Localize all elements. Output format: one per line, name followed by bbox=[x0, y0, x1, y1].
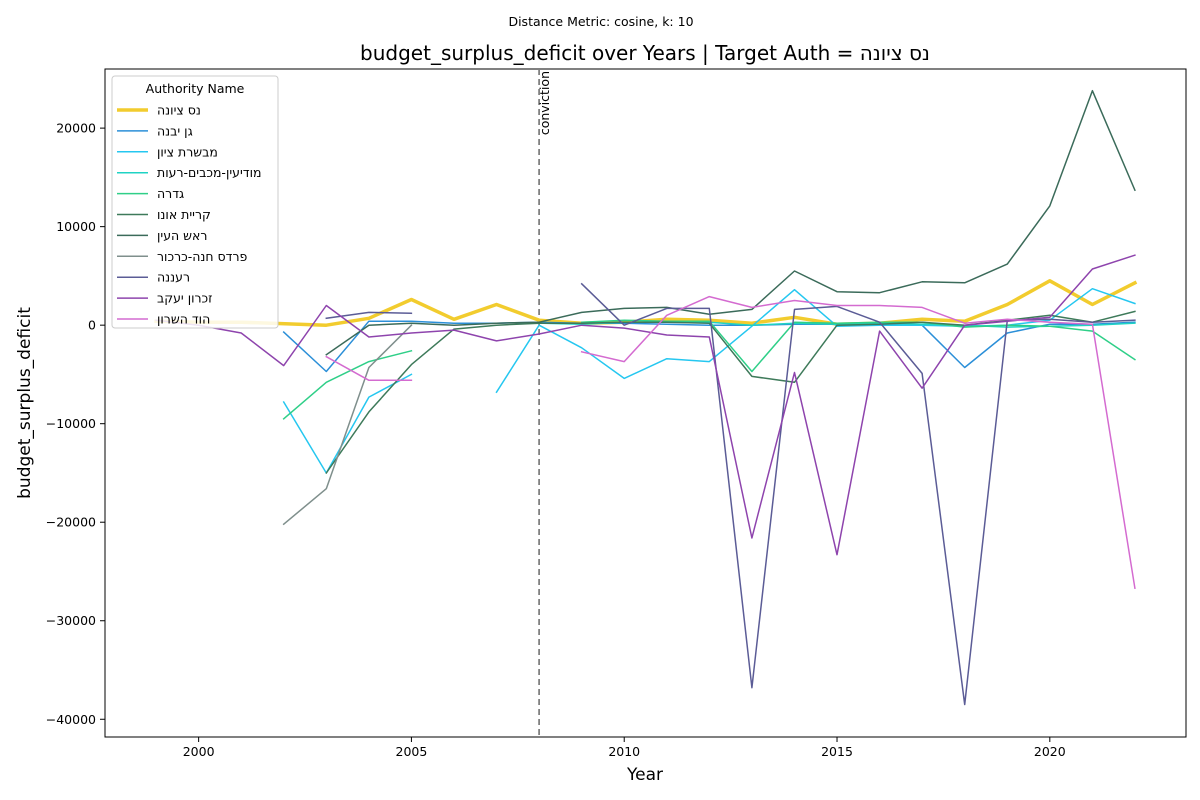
annotations: conviction bbox=[537, 69, 552, 737]
legend: Authority Name נס ציונה גן יבנה מבשרת ציון… bbox=[111, 75, 279, 329]
x-tick-label: 2020 bbox=[1034, 744, 1066, 759]
chart-suptitle: Distance Metric: cosine, k: 10 bbox=[508, 14, 693, 29]
series-line-1 bbox=[282, 320, 1136, 373]
legend-label: מבשרת ציון bbox=[157, 144, 218, 159]
legend-title: Authority Name bbox=[146, 81, 245, 96]
x-tick-label: 2010 bbox=[608, 744, 640, 759]
x-tick-label: 2015 bbox=[821, 744, 853, 759]
y-tick-label: 0 bbox=[88, 318, 96, 333]
series-line-5 bbox=[325, 310, 1136, 475]
series-line-9 bbox=[155, 254, 1136, 556]
legend-label: מודיעין-מכבים-רעות bbox=[157, 165, 261, 180]
series-lines bbox=[154, 89, 1138, 706]
legend-label: גדרה bbox=[157, 186, 184, 201]
legend-label: זכרון יעקב bbox=[157, 291, 213, 306]
legend-label: נס ציונה bbox=[157, 103, 201, 118]
series-line-4 bbox=[282, 319, 1136, 420]
legend-label: רעננה bbox=[157, 270, 190, 285]
x-axis-label: Year bbox=[626, 765, 663, 785]
y-tick-label: −20000 bbox=[46, 515, 96, 530]
y-axis-label: budget_surplus_deficit bbox=[15, 307, 35, 499]
legend-label: פרדס חנה-כרכור bbox=[157, 249, 248, 264]
legend-label: גן יבנה bbox=[157, 123, 193, 138]
y-axis: −40000 −30000 −20000 −10000 0 10000 20000 bbox=[46, 121, 105, 727]
legend-label: קריית אונו bbox=[157, 207, 211, 222]
chart-title: budget_surplus_deficit over Years | Targ… bbox=[360, 41, 930, 65]
y-tick-label: −30000 bbox=[46, 613, 96, 628]
legend-label: הוד השרון bbox=[157, 312, 210, 327]
legend-label: ראש העין bbox=[157, 228, 207, 243]
legend-box bbox=[111, 75, 279, 329]
series-line-7 bbox=[282, 324, 413, 526]
event-marker-label: conviction bbox=[537, 71, 552, 135]
x-tick-label: 2005 bbox=[396, 744, 428, 759]
y-tick-label: 10000 bbox=[56, 219, 96, 234]
y-tick-label: −10000 bbox=[46, 416, 96, 431]
y-tick-label: −40000 bbox=[46, 712, 96, 727]
x-tick-label: 2000 bbox=[183, 744, 215, 759]
x-axis: 2000 2005 2010 2015 2020 bbox=[183, 737, 1066, 759]
series-line-6 bbox=[325, 89, 1136, 356]
y-tick-label: 20000 bbox=[56, 121, 96, 136]
series-line-10 bbox=[325, 295, 1136, 590]
series-line-0 bbox=[154, 279, 1138, 327]
